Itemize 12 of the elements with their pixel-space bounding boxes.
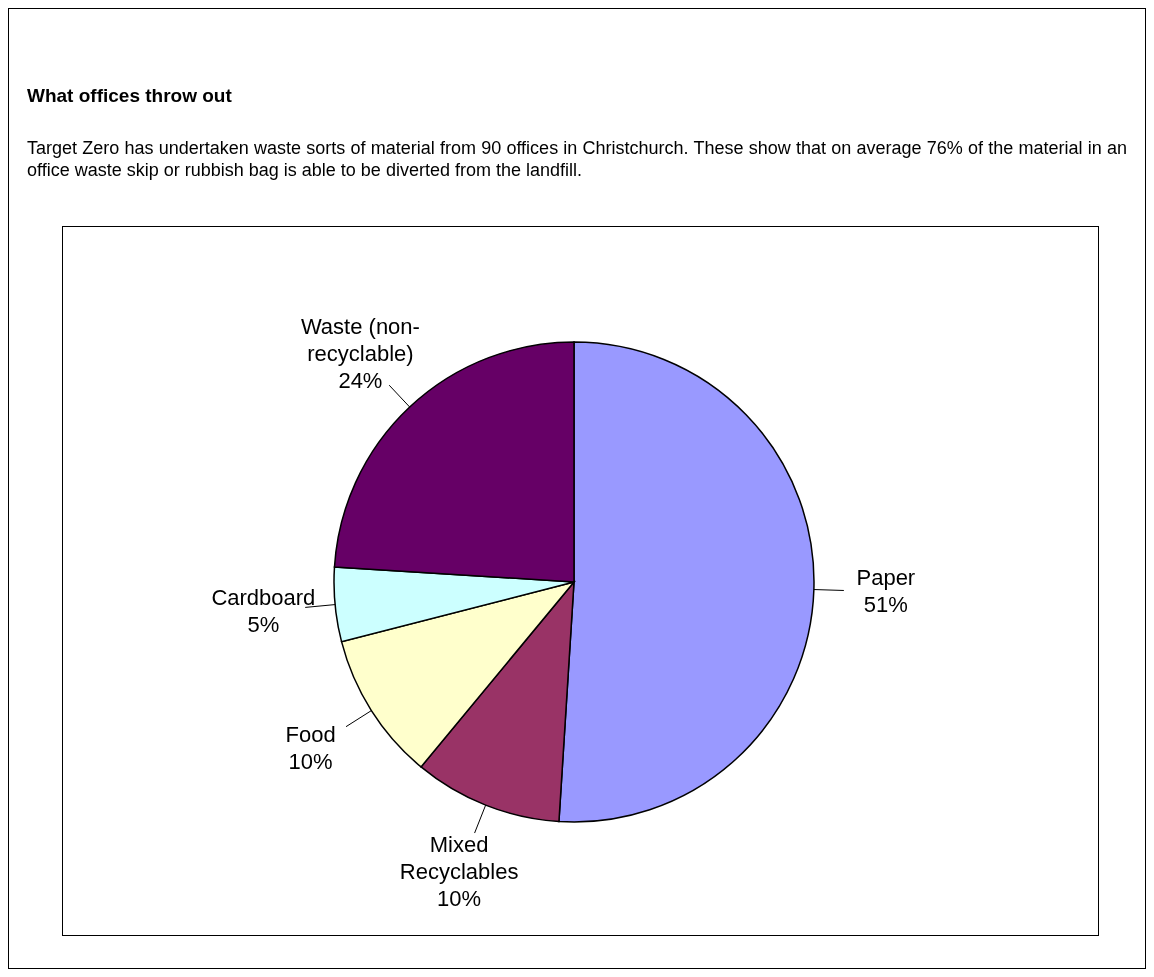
- chart-subtitle: Target Zero has undertaken waste sorts of material from 90 offices in Christchurch. These show that on average 76% of the material in an office waste skip or rubbish bag is able to be diverted from the landfill.: [27, 137, 1127, 181]
- data-label: 24%: [338, 368, 383, 394]
- data-label: 10%: [288, 749, 333, 775]
- slice-label: Mixed Recyclables: [399, 831, 519, 884]
- data-label: 51%: [863, 592, 908, 618]
- slice-label: Paper: [856, 565, 916, 591]
- chart-title: What offices throw out: [27, 85, 232, 107]
- slice-label: Food: [285, 722, 336, 748]
- data-label: 10%: [437, 885, 482, 911]
- slice-label: Waste (non-recyclable): [300, 314, 420, 367]
- data-label: 5%: [247, 611, 280, 637]
- slice-label: Cardboard: [211, 584, 316, 610]
